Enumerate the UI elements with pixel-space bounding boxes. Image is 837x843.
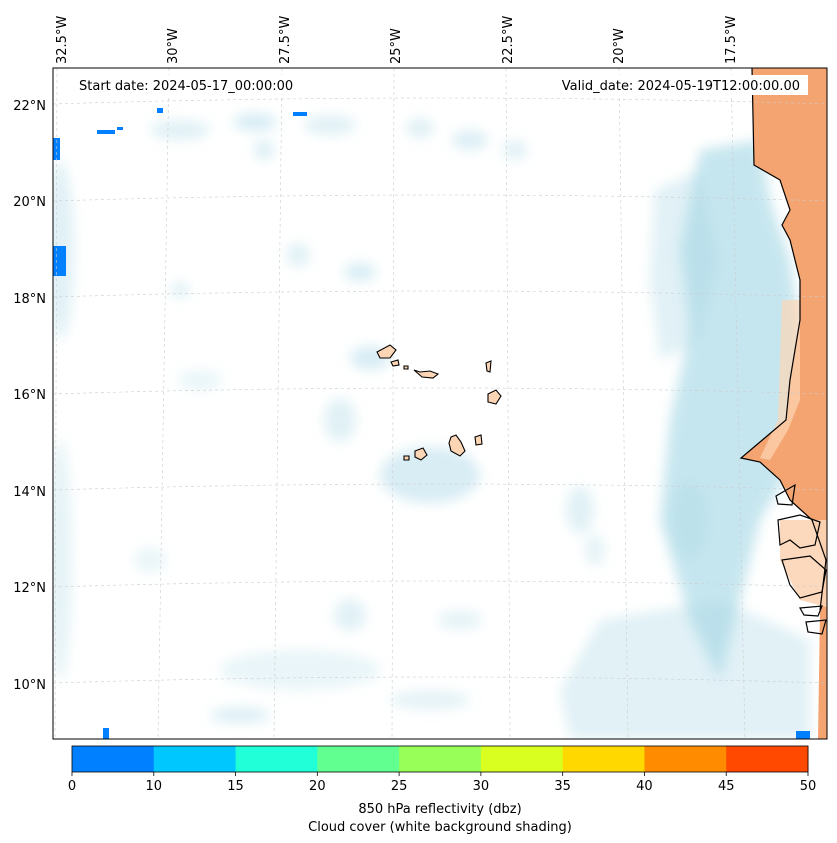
colorbar-tick-label: 35 [554,779,571,794]
colorbar-tick-label: 10 [146,779,163,794]
colorbar-segment [317,746,400,772]
colorbar-segment [399,746,482,772]
lat-label-14n: 14°N [13,485,46,500]
start-date-box [71,75,313,95]
island-boa-vista [487,389,502,405]
colorbar-label-line2: Cloud cover (white background shading) [308,820,572,835]
lat-label-22n: 22°N [13,99,46,114]
lat-label-12n: 12°N [13,581,46,596]
colorbar-tick-label: 45 [718,779,735,794]
island-sal [485,360,492,373]
colorbar-segment [153,746,237,772]
colorbar-tick-label: 0 [68,779,76,794]
colorbar-tick-label: 15 [227,779,244,794]
lon-label-22-5w: 22.5°W [501,16,516,64]
colorbar-segment [72,746,155,772]
colorbar-segment [562,746,645,772]
colorbar-tick-label: 30 [473,779,490,794]
latitude-labels: 22°N 20°N 18°N 16°N 14°N 12°N 10°N [13,99,46,693]
colorbar-tick-label: 25 [391,779,408,794]
start-date-label: Start date: 2024-05-17_00:00:00 [79,79,293,94]
valid-date-label: Valid_date: 2024-05-19T12:00:00.00 [562,79,800,94]
graticule [52,67,828,740]
valid-date-box [538,75,808,95]
map-frame [52,67,828,740]
lon-label-25w: 25°W [389,28,404,64]
colorbar-tick-label: 40 [636,779,653,794]
lat-label-18n: 18°N [13,292,46,307]
island-brava [403,455,410,461]
colorbar-frame [71,745,809,773]
reflectivity-colorbar: 0 10 15 20 25 30 35 40 45 50 850 hPa reflectivity… [68,745,817,835]
lon-label-32-5w: 32.5°W [55,16,70,64]
island-sao-vicente [390,359,400,367]
colorbar-segment [480,746,564,772]
lon-label-17-5w: 17.5°W [724,16,739,64]
lat-label-16n: 16°N [13,388,46,403]
lat-label-10n: 10°N [13,678,46,693]
island-santa-luzia [403,365,409,370]
lon-label-20w: 20°W [612,28,627,64]
colorbar-tick-label: 20 [309,779,326,794]
island-maio [474,434,483,446]
colorbar-segment [235,746,318,772]
island-santiago [448,434,466,457]
cloud-cover-shading [53,113,810,739]
lat-label-20n: 20°N [13,195,46,210]
coastline [739,68,827,635]
colorbar-segment [726,746,809,772]
island-santo-antao [376,344,397,359]
cape-verde-islands [376,344,502,461]
colorbar-segment [644,746,727,772]
colorbar-tick-label: 50 [800,779,817,794]
colorbar-label-line1: 850 hPa reflectivity (dbz) [358,802,521,817]
island-fogo [414,447,428,461]
lon-label-27-5w: 27.5°W [278,16,293,64]
longitude-labels: 32.5°W 30°W 27.5°W 25°W 22.5°W 20°W 17.5… [55,16,739,64]
lon-label-30w: 30°W [166,28,181,64]
island-sao-nicolau [413,369,440,379]
